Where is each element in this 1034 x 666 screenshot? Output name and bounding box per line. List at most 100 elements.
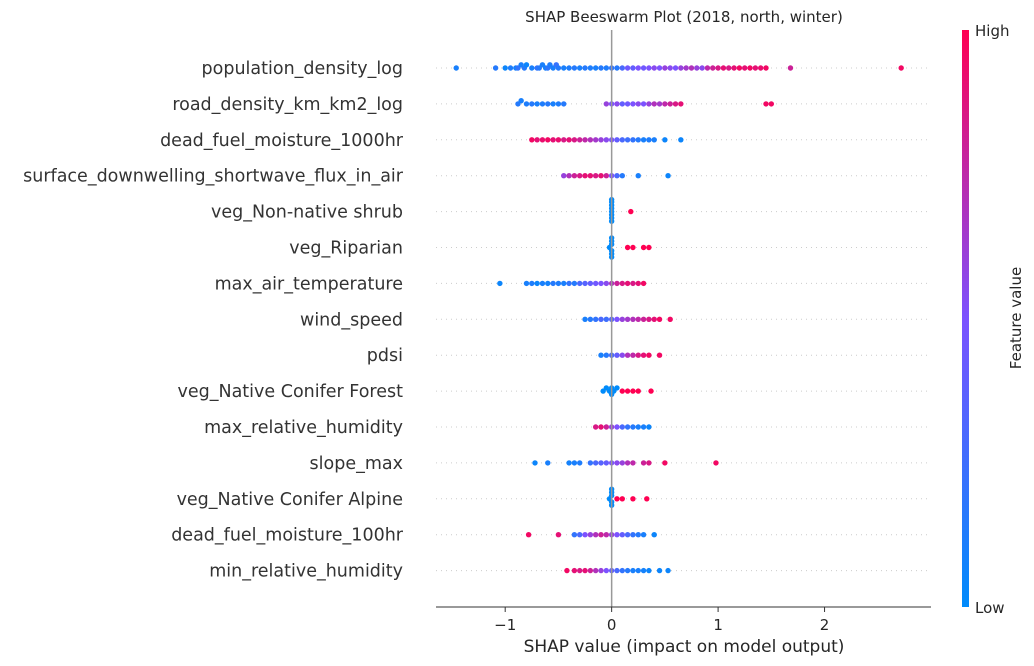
feature-label: veg_Riparian: [289, 239, 403, 259]
shap-point: [646, 137, 652, 143]
shap-point: [523, 280, 530, 287]
feature-label: surface_downwelling_shortwave_flux_in_ai…: [23, 167, 404, 187]
shap-point: [523, 101, 530, 107]
colorbar-title: Feature value: [1007, 267, 1025, 369]
shap-point: [624, 352, 631, 358]
shap-point: [561, 137, 567, 143]
shap-point: [571, 137, 578, 143]
shap-point: [704, 65, 711, 71]
shap-point: [592, 532, 599, 538]
shap-point: [630, 424, 636, 430]
shap-point: [644, 496, 650, 502]
shap-point: [534, 101, 540, 107]
shap-point: [534, 137, 540, 143]
shap-point: [619, 280, 625, 287]
shap-point: [757, 65, 764, 71]
shap-point: [646, 567, 652, 574]
colorbar-gradient: [962, 30, 969, 607]
x-tick-label: 0: [607, 616, 617, 634]
shap-point: [640, 352, 647, 358]
shap-point: [678, 137, 684, 143]
shap-point: [646, 352, 652, 358]
shap-point: [598, 65, 604, 71]
shap-point: [630, 280, 636, 287]
shap-point: [715, 65, 721, 71]
shap-point: [619, 532, 625, 538]
shap-point: [635, 173, 641, 179]
shap-point: [635, 532, 641, 538]
shap-point: [555, 280, 562, 287]
shap-point: [763, 101, 769, 107]
shap-point: [678, 101, 684, 107]
shap-point: [497, 280, 503, 287]
shap-point: [577, 532, 583, 538]
shap-point: [619, 65, 625, 71]
shap-point: [662, 460, 668, 466]
shap-point: [752, 65, 759, 71]
shap-point: [619, 567, 625, 574]
shap-point: [656, 352, 663, 358]
shap-point: [635, 316, 641, 322]
shap-point: [726, 65, 732, 71]
shap-point: [630, 567, 636, 574]
shap-point: [603, 280, 610, 287]
shap-point: [545, 101, 551, 107]
shap-point: [587, 280, 594, 287]
shap-point: [566, 173, 572, 179]
shap-point: [603, 424, 610, 430]
shap-point: [603, 316, 610, 322]
shap-point: [763, 65, 769, 71]
shap-point: [571, 567, 578, 574]
colorbar-low-label: Low: [975, 599, 1005, 617]
shap-point: [507, 65, 514, 71]
shap-point: [582, 316, 588, 322]
shap-point: [577, 460, 583, 466]
shap-point: [587, 567, 594, 574]
feature-label: veg_Native Conifer Alpine: [177, 490, 403, 510]
shap-point: [635, 280, 641, 287]
shap-point: [614, 65, 620, 71]
shap-point: [587, 316, 594, 322]
shap-point: [635, 65, 641, 71]
shap-point: [592, 280, 599, 287]
shap-point: [640, 567, 647, 574]
shap-point: [598, 137, 604, 143]
feature-label: min_relative_humidity: [209, 562, 403, 582]
shap-point: [619, 496, 625, 502]
shap-point: [640, 137, 647, 143]
shap-point: [624, 280, 631, 287]
shap-point: [656, 65, 663, 71]
feature-label: pdsi: [367, 346, 403, 366]
shap-point: [598, 173, 604, 179]
shap-point: [592, 316, 599, 322]
feature-label: wind_speed: [300, 310, 403, 330]
feature-label: veg_Non-native shrub: [211, 203, 403, 223]
data-points: [453, 62, 904, 574]
shap-point: [619, 137, 625, 143]
shap-point: [624, 388, 631, 394]
shap-point: [502, 65, 508, 71]
shap-point: [665, 173, 671, 179]
shap-point: [624, 101, 631, 107]
shap-point: [646, 460, 652, 466]
shap-point: [640, 101, 647, 107]
shap-point: [614, 280, 620, 287]
shap-point: [898, 65, 904, 71]
shap-point: [550, 101, 556, 107]
shap-point: [592, 460, 599, 466]
shap-point: [582, 280, 588, 287]
shap-point: [656, 316, 663, 322]
shap-point: [614, 424, 620, 430]
shap-point: [624, 316, 631, 322]
shap-point: [662, 101, 668, 107]
shap-point: [614, 567, 620, 574]
shap-point: [571, 65, 578, 71]
shap-point: [614, 352, 620, 358]
shap-point: [592, 173, 599, 179]
shap-point: [582, 65, 588, 71]
shap-point: [630, 352, 636, 358]
shap-point: [518, 98, 524, 104]
shap-point: [635, 567, 641, 574]
shap-point: [640, 424, 647, 430]
